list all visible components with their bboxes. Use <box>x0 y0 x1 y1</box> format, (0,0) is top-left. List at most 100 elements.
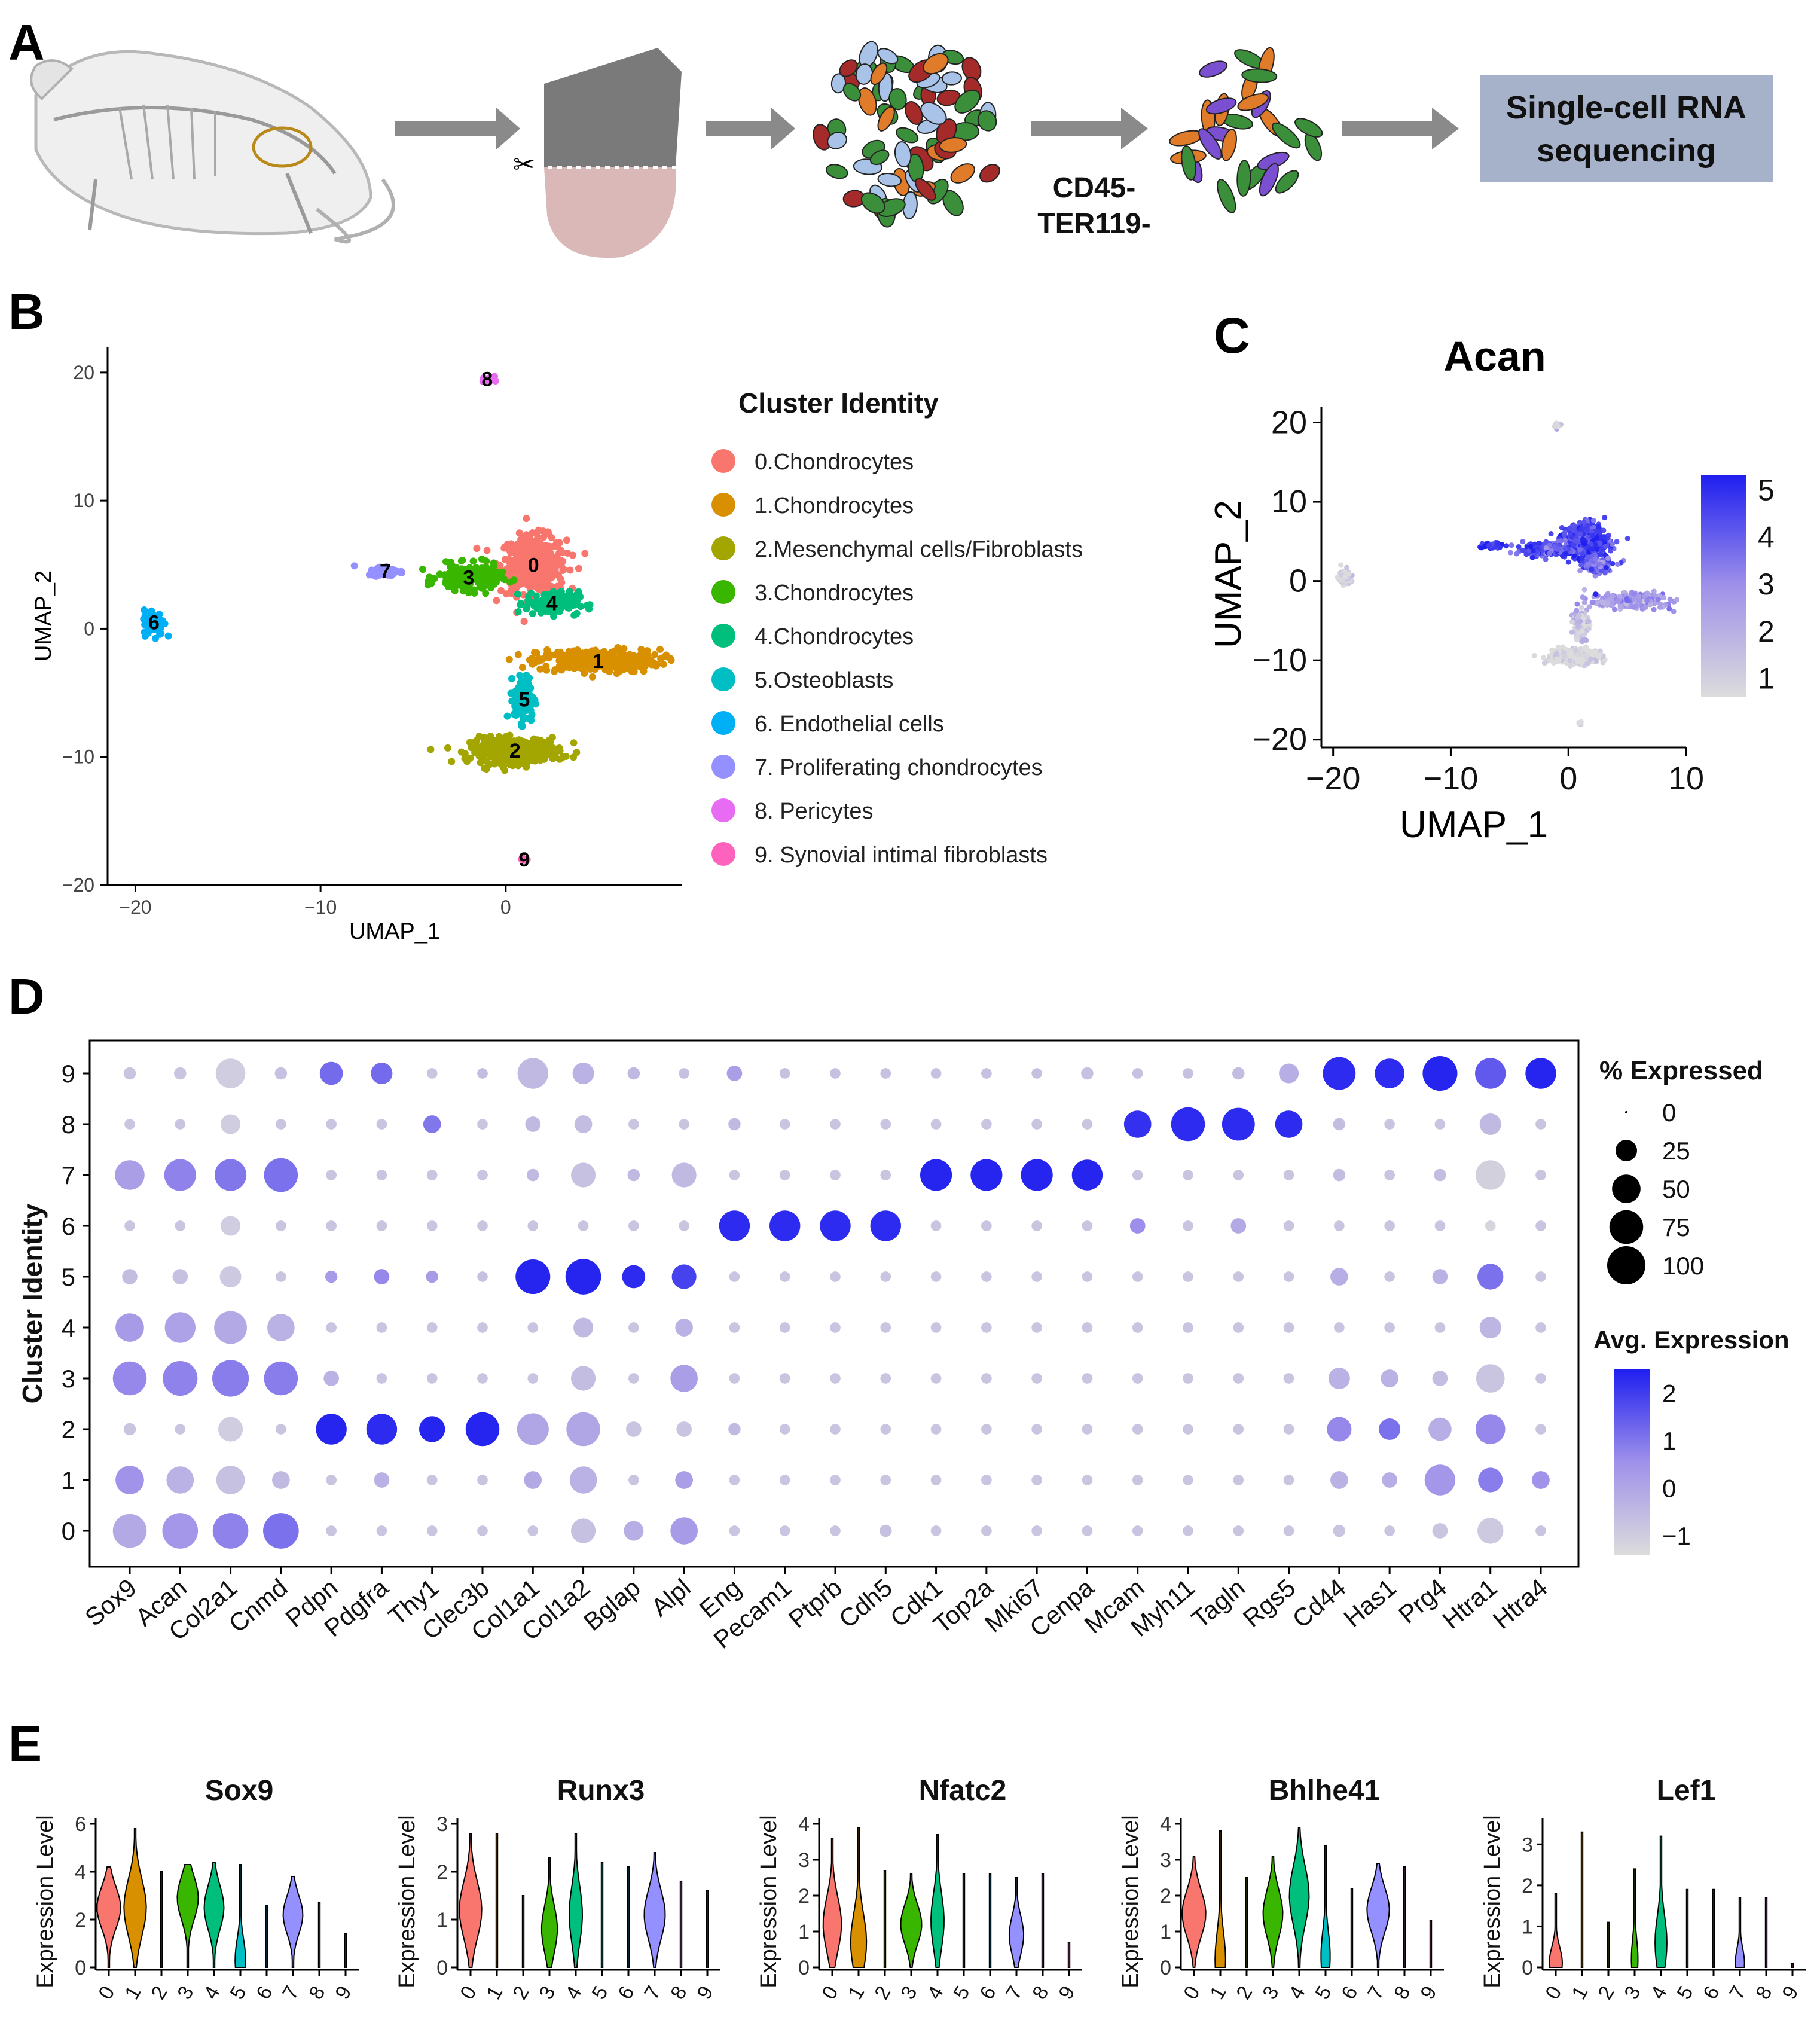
y-tick-label: 2 <box>1160 1885 1171 1908</box>
legend-title: Cluster Identity <box>738 387 939 419</box>
umap-point <box>536 756 544 764</box>
dot-4-Col2a1 <box>214 1311 247 1344</box>
dot-1-Sox9 <box>115 1466 144 1494</box>
dot-8-Tagln <box>1222 1107 1255 1141</box>
cell <box>979 164 1000 183</box>
gene-label: Bglap <box>578 1573 646 1636</box>
umap-point <box>515 761 523 768</box>
umap-point <box>527 740 535 748</box>
dot-1-Acan <box>166 1466 194 1494</box>
cell <box>877 173 902 187</box>
cell <box>941 71 962 86</box>
umap-point <box>480 376 487 383</box>
dot-9-Htra4 <box>1525 1058 1556 1089</box>
umap-point <box>524 597 532 605</box>
legend-label-1: 1.Chondrocytes <box>755 493 914 518</box>
dot-0-Col1a2 <box>571 1518 596 1543</box>
dot-8-Acan <box>175 1119 186 1130</box>
umap-point <box>372 572 380 580</box>
acan-point <box>1644 590 1650 596</box>
knee-joint-circle <box>252 126 313 168</box>
dot-2-Has1 <box>1379 1418 1401 1440</box>
y-tick-label: 10 <box>73 490 94 511</box>
acan-point <box>1586 618 1592 624</box>
gene-label: Cdh5 <box>833 1573 897 1634</box>
umap-point <box>497 587 505 594</box>
sorted-cells-illustration <box>1169 47 1323 213</box>
y-label: Expression Level <box>395 1815 420 1988</box>
dot-7-Col1a1 <box>527 1168 539 1182</box>
dot-8-Cnmd <box>276 1119 286 1130</box>
dot-2-Rgs5 <box>1283 1424 1294 1435</box>
acan-point <box>1589 567 1595 573</box>
acan-point <box>1529 554 1535 560</box>
violin-9 <box>706 1890 709 1968</box>
umap-point <box>485 581 493 589</box>
umap-point <box>514 651 522 658</box>
dot-0-Pdgfra <box>376 1525 387 1536</box>
umap-point <box>499 568 506 576</box>
x-tick-label: 0 <box>456 1982 481 2003</box>
dot-6-Sox9 <box>124 1220 135 1231</box>
umap-cluster-labels: 0 1 2 3 4 5 6 7 8 9 <box>148 368 604 872</box>
dot-1-Pdgfra <box>374 1472 390 1488</box>
dot-2-Cnmd <box>276 1424 286 1435</box>
umap-point <box>534 565 542 573</box>
dot-8-Alpl <box>679 1119 689 1130</box>
acan-point <box>1541 660 1547 666</box>
acan-point <box>1569 534 1575 540</box>
umap-point <box>516 738 524 746</box>
dot-3-Top2a <box>981 1373 992 1384</box>
dot-5-Ptprb <box>830 1271 841 1282</box>
size-legend-label: 50 <box>1662 1175 1690 1203</box>
size-legend-dot <box>1609 1210 1644 1244</box>
dot-6-Cdh5 <box>870 1210 901 1241</box>
dot-5-Alpl <box>671 1264 697 1289</box>
violin-2 <box>160 1871 163 1968</box>
dot-7-Alpl <box>671 1162 697 1188</box>
acan-point <box>1578 605 1584 611</box>
dot-9-Tagln <box>1232 1067 1245 1080</box>
violin-6 <box>265 1905 268 1968</box>
acan-point <box>1590 533 1596 539</box>
umap-point <box>516 699 524 707</box>
acan-colorbar: 5 4 3 2 1 <box>1701 474 1775 697</box>
dot-7-Bglap <box>627 1168 640 1182</box>
gene-label: Has1 <box>1339 1573 1401 1633</box>
dot-2-Eng <box>728 1423 741 1436</box>
y-tick-label: 0 <box>1160 1957 1171 1979</box>
acan-point <box>1548 531 1554 537</box>
umap-point <box>520 618 528 625</box>
dotplot-color-legend: Avg. Expression 2 1 0 −1 <box>1593 1326 1790 1555</box>
size-legend-dot <box>1625 1111 1627 1113</box>
dot-4-Acan <box>164 1312 196 1343</box>
dot-3-Col1a1 <box>527 1373 539 1384</box>
umap-point <box>651 651 659 658</box>
umap-point <box>485 570 493 578</box>
violin-4 <box>203 1862 225 1968</box>
dot-9-Cenpa <box>1081 1067 1094 1080</box>
acan-point <box>1581 587 1587 593</box>
y-tick-label: 8 <box>62 1110 75 1139</box>
dot-7-Col1a2 <box>571 1162 596 1188</box>
umap-point <box>529 610 536 618</box>
y-tick-label: 3 <box>1522 1833 1533 1856</box>
x-tick-label: 1 <box>482 1982 507 2003</box>
dot-4-Cenpa <box>1082 1322 1093 1333</box>
dot-2-Myh11 <box>1183 1424 1193 1435</box>
panel-label-a: A <box>8 14 45 71</box>
umap-point <box>151 624 158 632</box>
dot-8-Myh11 <box>1171 1107 1205 1142</box>
cluster-label-4: 4 <box>546 593 558 615</box>
umap-point <box>559 557 567 565</box>
x-tick-label: 6 <box>1337 1982 1362 2003</box>
size-legend-label: 75 <box>1662 1213 1690 1241</box>
color-legend-label: 1 <box>1662 1427 1676 1455</box>
dot-2-Cdh5 <box>880 1424 891 1435</box>
dot-5-Mki67 <box>1031 1271 1042 1282</box>
cell <box>826 164 848 179</box>
dot-0-Mki67 <box>1031 1525 1042 1536</box>
umap-point <box>489 746 497 753</box>
